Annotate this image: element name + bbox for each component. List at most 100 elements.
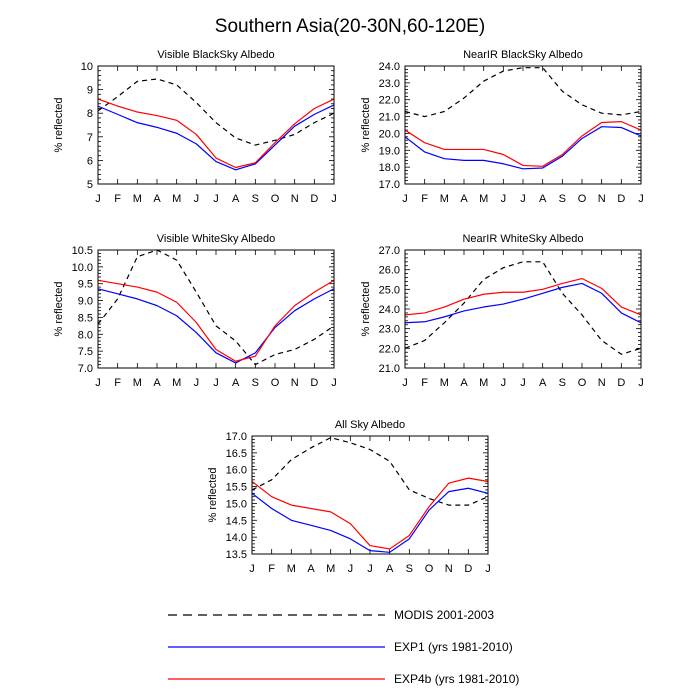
y-tick-label: 14.0: [226, 532, 247, 544]
x-tick-label: J: [194, 377, 200, 389]
x-tick-label: J: [520, 377, 526, 389]
series-line-exp4b: [251, 477, 489, 550]
x-tick-label: J: [501, 193, 507, 205]
series-line-modis: [251, 437, 489, 506]
x-tick-label: A: [539, 377, 547, 389]
x-tick-label: J: [213, 193, 219, 205]
y-tick-label: 26.0: [379, 265, 400, 277]
y-axis-label: % reflected: [53, 281, 65, 336]
y-tick-label: 18.0: [379, 162, 400, 174]
y-tick-label: 14.5: [226, 515, 247, 527]
y-tick-label: 7.0: [78, 363, 93, 375]
panel-title: NearIR BlackSky Albedo: [463, 49, 583, 61]
panel-visible-blacksky: Visible BlackSky Albedo % reflected 5 6 7 8 9 1…: [53, 49, 337, 205]
x-tick-label: F: [114, 377, 121, 389]
x-tick-label: N: [291, 377, 299, 389]
x-tick-label: F: [421, 377, 428, 389]
x-tick-label: M: [133, 377, 142, 389]
x-tick-label: N: [598, 193, 606, 205]
x-tick-label: D: [310, 377, 318, 389]
x-tick-label: M: [133, 193, 142, 205]
y-tick-label: 16.0: [226, 465, 247, 477]
series-line-modis: [404, 261, 642, 355]
series-line-exp1: [251, 487, 489, 553]
x-tick-label: D: [310, 193, 318, 205]
series-line-exp1: [404, 126, 642, 170]
y-tick-label: 25.0: [379, 284, 400, 296]
legend-item-modis: MODIS 2001-2003: [168, 608, 494, 622]
x-tick-label: O: [271, 377, 280, 389]
legend-item-exp4b: EXP4b (yrs 1981-2010): [168, 672, 519, 686]
x-tick-label: J: [501, 377, 507, 389]
x-tick-label: J: [348, 563, 354, 575]
panel-title: Visible WhiteSky Albedo: [157, 233, 275, 245]
x-tick-label: M: [287, 563, 296, 575]
x-tick-label: J: [213, 377, 219, 389]
x-tick-label: M: [479, 377, 488, 389]
x-tick-label: J: [331, 377, 337, 389]
x-tick-label: A: [232, 377, 240, 389]
y-axis-label: % reflected: [360, 281, 372, 336]
y-tick-label: 9: [87, 85, 93, 97]
panel-all-sky: All Sky Albedo % reflected 13.5 14.0 14.5 15.…: [207, 419, 491, 575]
x-tick-label: S: [252, 377, 259, 389]
legend-label-modis: MODIS 2001-2003: [394, 608, 494, 622]
y-tick-label: 8: [87, 108, 93, 120]
panel-title: All Sky Albedo: [335, 419, 405, 431]
x-tick-label: A: [539, 193, 547, 205]
y-tick-label: 8.0: [78, 329, 93, 341]
x-tick-label: J: [485, 563, 491, 575]
x-tick-label: O: [271, 193, 280, 205]
x-tick-label: J: [402, 193, 408, 205]
y-tick-label: 10.0: [72, 262, 93, 274]
x-tick-label: A: [232, 193, 240, 205]
y-tick-label: 7.5: [78, 346, 93, 358]
x-tick-label: O: [425, 563, 434, 575]
y-tick-label: 9.5: [78, 279, 93, 291]
x-tick-label: M: [479, 193, 488, 205]
x-tick-label: D: [617, 377, 625, 389]
legend: MODIS 2001-2003 EXP1 (yrs 1981-2010) EXP…: [168, 608, 519, 686]
panel-nearir-whitesky: NearIR WhiteSky Albedo % reflected 21.0 22.…: [360, 233, 644, 389]
y-tick-label: 21.0: [379, 112, 400, 124]
x-tick-label: M: [440, 377, 449, 389]
y-tick-label: 17.0: [379, 179, 400, 191]
y-tick-label: 5: [87, 179, 93, 191]
y-tick-label: 23.0: [379, 324, 400, 336]
x-tick-label: A: [153, 193, 161, 205]
x-tick-label: J: [331, 193, 337, 205]
x-tick-label: J: [194, 193, 200, 205]
x-tick-label: J: [367, 563, 373, 575]
y-tick-label: 6: [87, 155, 93, 167]
y-tick-label: 10.5: [72, 245, 93, 257]
plot-frame: [97, 249, 335, 369]
x-tick-label: M: [326, 563, 335, 575]
x-tick-label: D: [464, 563, 472, 575]
x-tick-label: N: [291, 193, 299, 205]
series-line-modis: [97, 78, 335, 146]
y-tick-label: 19.0: [379, 145, 400, 157]
y-tick-label: 22.0: [379, 343, 400, 355]
y-tick-label: 23.0: [379, 78, 400, 90]
series-line-modis: [97, 249, 335, 366]
legend-label-exp1: EXP1 (yrs 1981-2010): [394, 640, 513, 654]
x-tick-label: J: [402, 377, 408, 389]
x-tick-label: F: [421, 193, 428, 205]
plot-frame: [251, 435, 489, 555]
panel-title: NearIR WhiteSky Albedo: [462, 233, 583, 245]
plot-frame: [404, 65, 642, 185]
x-tick-label: S: [406, 563, 413, 575]
legend-label-exp4b: EXP4b (yrs 1981-2010): [394, 672, 519, 686]
x-tick-label: D: [617, 193, 625, 205]
x-tick-label: M: [440, 193, 449, 205]
x-tick-label: J: [95, 377, 101, 389]
y-tick-label: 7: [87, 132, 93, 144]
x-tick-label: S: [559, 193, 566, 205]
x-tick-label: A: [307, 563, 315, 575]
x-tick-label: A: [460, 377, 468, 389]
y-axis-label: % reflected: [360, 97, 372, 152]
y-tick-label: 20.0: [379, 128, 400, 140]
x-tick-label: N: [598, 377, 606, 389]
y-tick-label: 8.5: [78, 312, 93, 324]
y-tick-label: 17.0: [226, 431, 247, 443]
